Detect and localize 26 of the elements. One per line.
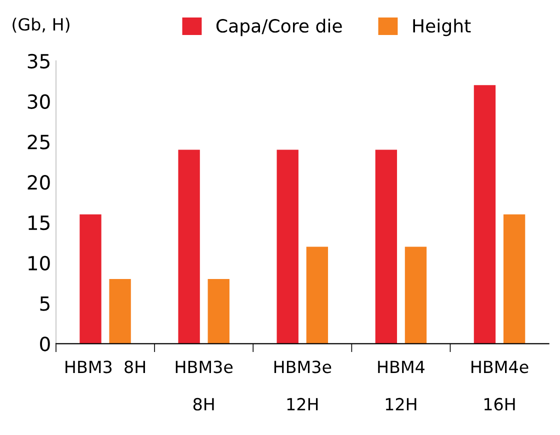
y-tick-label: 20 <box>28 175 50 190</box>
y-tick-label: 0 <box>40 336 50 352</box>
bar <box>375 150 398 344</box>
bar <box>109 279 131 344</box>
bar <box>80 214 102 344</box>
bar <box>178 150 200 344</box>
y-tick-label: 30 <box>28 94 50 109</box>
category-label: HBM3e 12H <box>274 360 332 410</box>
bar <box>306 246 328 344</box>
y-tick-label: 10 <box>28 256 50 271</box>
category-label: HBM3e 8H <box>176 360 233 411</box>
y-tick-label: 5 <box>40 296 50 311</box>
bar <box>503 214 526 344</box>
x-tick-label: HBM3 8H <box>66 360 145 374</box>
y-tick-label: 25 <box>28 134 50 150</box>
category-label: HBM4e 16H <box>472 360 528 411</box>
y-tick-label: 35 <box>28 54 50 69</box>
category-label: HBM4 12H <box>378 360 424 410</box>
y-tick-label: 15 <box>28 216 50 230</box>
legend-label: Height <box>413 18 471 36</box>
y-axis-title: (Gb, H) <box>12 18 70 33</box>
bar <box>404 246 427 344</box>
legend-label: Capa/Core die <box>216 18 342 36</box>
bar <box>474 85 496 344</box>
bar <box>276 150 298 344</box>
bar <box>208 279 230 344</box>
